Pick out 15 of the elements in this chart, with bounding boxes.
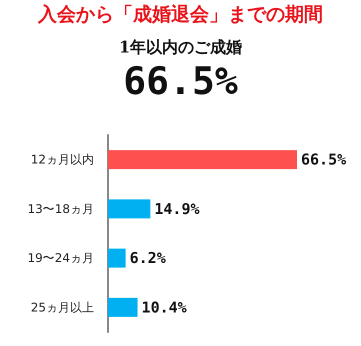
data-label: 14.9%	[154, 200, 200, 218]
bar	[108, 298, 138, 317]
data-label: 10.4%	[142, 298, 187, 316]
text: 66.5%	[123, 59, 238, 103]
bar	[108, 199, 150, 218]
y-tick-label: 25ヵ月以上	[30, 300, 94, 314]
bar	[108, 150, 297, 170]
bar	[108, 248, 126, 268]
y-tick-label: 13〜18ヵ月	[27, 202, 94, 216]
y-tick-label: 19〜24ヵ月	[27, 251, 94, 266]
chart-subtitle: 1年以内のご成婚	[118, 38, 242, 56]
data-label: 6.2%	[130, 249, 166, 268]
data-label: 66.5%	[301, 150, 346, 169]
y-tick-label: 12ヵ月以内	[30, 152, 94, 167]
chart-title: 入会から「成婚退会」までの期間	[37, 4, 323, 26]
